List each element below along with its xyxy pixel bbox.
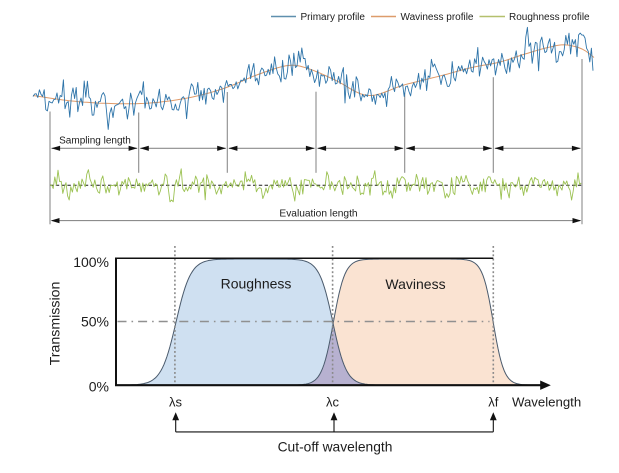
svg-text:Sampling length: Sampling length (59, 136, 131, 147)
svg-text:100%: 100% (73, 254, 109, 270)
svg-text:Wavelength: Wavelength (512, 394, 581, 409)
svg-text:50%: 50% (81, 313, 109, 329)
svg-text:Waviness profile: Waviness profile (401, 12, 474, 23)
svg-text:λs: λs (169, 394, 183, 409)
svg-text:Primary profile: Primary profile (301, 12, 366, 23)
svg-text:Evaluation length: Evaluation length (279, 209, 357, 220)
svg-text:Roughness: Roughness (221, 276, 292, 292)
svg-text:0%: 0% (89, 378, 109, 394)
svg-text:λf: λf (488, 394, 499, 409)
svg-text:Waviness: Waviness (385, 276, 445, 292)
svg-text:λc: λc (326, 394, 340, 409)
svg-text:Cut-off wavelength: Cut-off wavelength (278, 439, 393, 454)
svg-text:Roughness profile: Roughness profile (509, 12, 590, 23)
svg-text:Transmission: Transmission (47, 282, 63, 366)
